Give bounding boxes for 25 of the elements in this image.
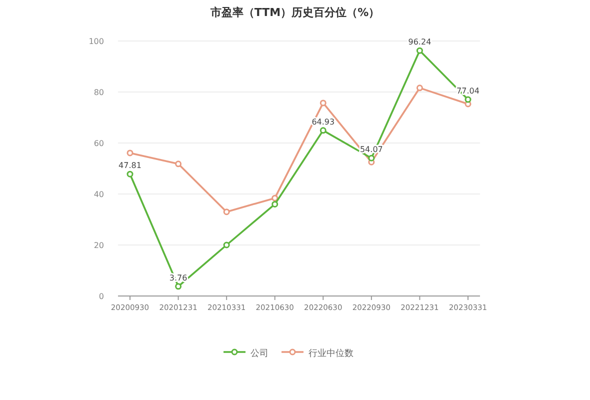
y-tick-label: 100: [88, 37, 104, 46]
y-tick-label: 0: [98, 292, 104, 301]
point: [416, 84, 423, 92]
point: [320, 127, 326, 134]
y-tick-label: 80: [94, 88, 104, 97]
y-tick-label: 60: [94, 139, 104, 148]
point: [223, 208, 230, 216]
point: [126, 150, 134, 156]
point: [464, 96, 472, 103]
y-tick-label: 20: [94, 241, 104, 250]
point: [368, 154, 375, 162]
legend-label: 行业中位数: [308, 348, 354, 359]
data-label: 47.81: [118, 161, 142, 170]
point: [223, 242, 230, 248]
point: [272, 194, 278, 202]
point: [416, 47, 423, 54]
point: [320, 100, 326, 106]
data-label: 96.24: [408, 38, 432, 47]
point: [175, 283, 182, 290]
point: [272, 200, 278, 208]
legend-label: 公司: [250, 348, 268, 359]
chart-title: 市盈率（TTM）历史百分位（%）: [209, 6, 380, 19]
y-tick-label: 40: [94, 190, 104, 199]
point: [126, 170, 134, 178]
point: [175, 160, 182, 168]
